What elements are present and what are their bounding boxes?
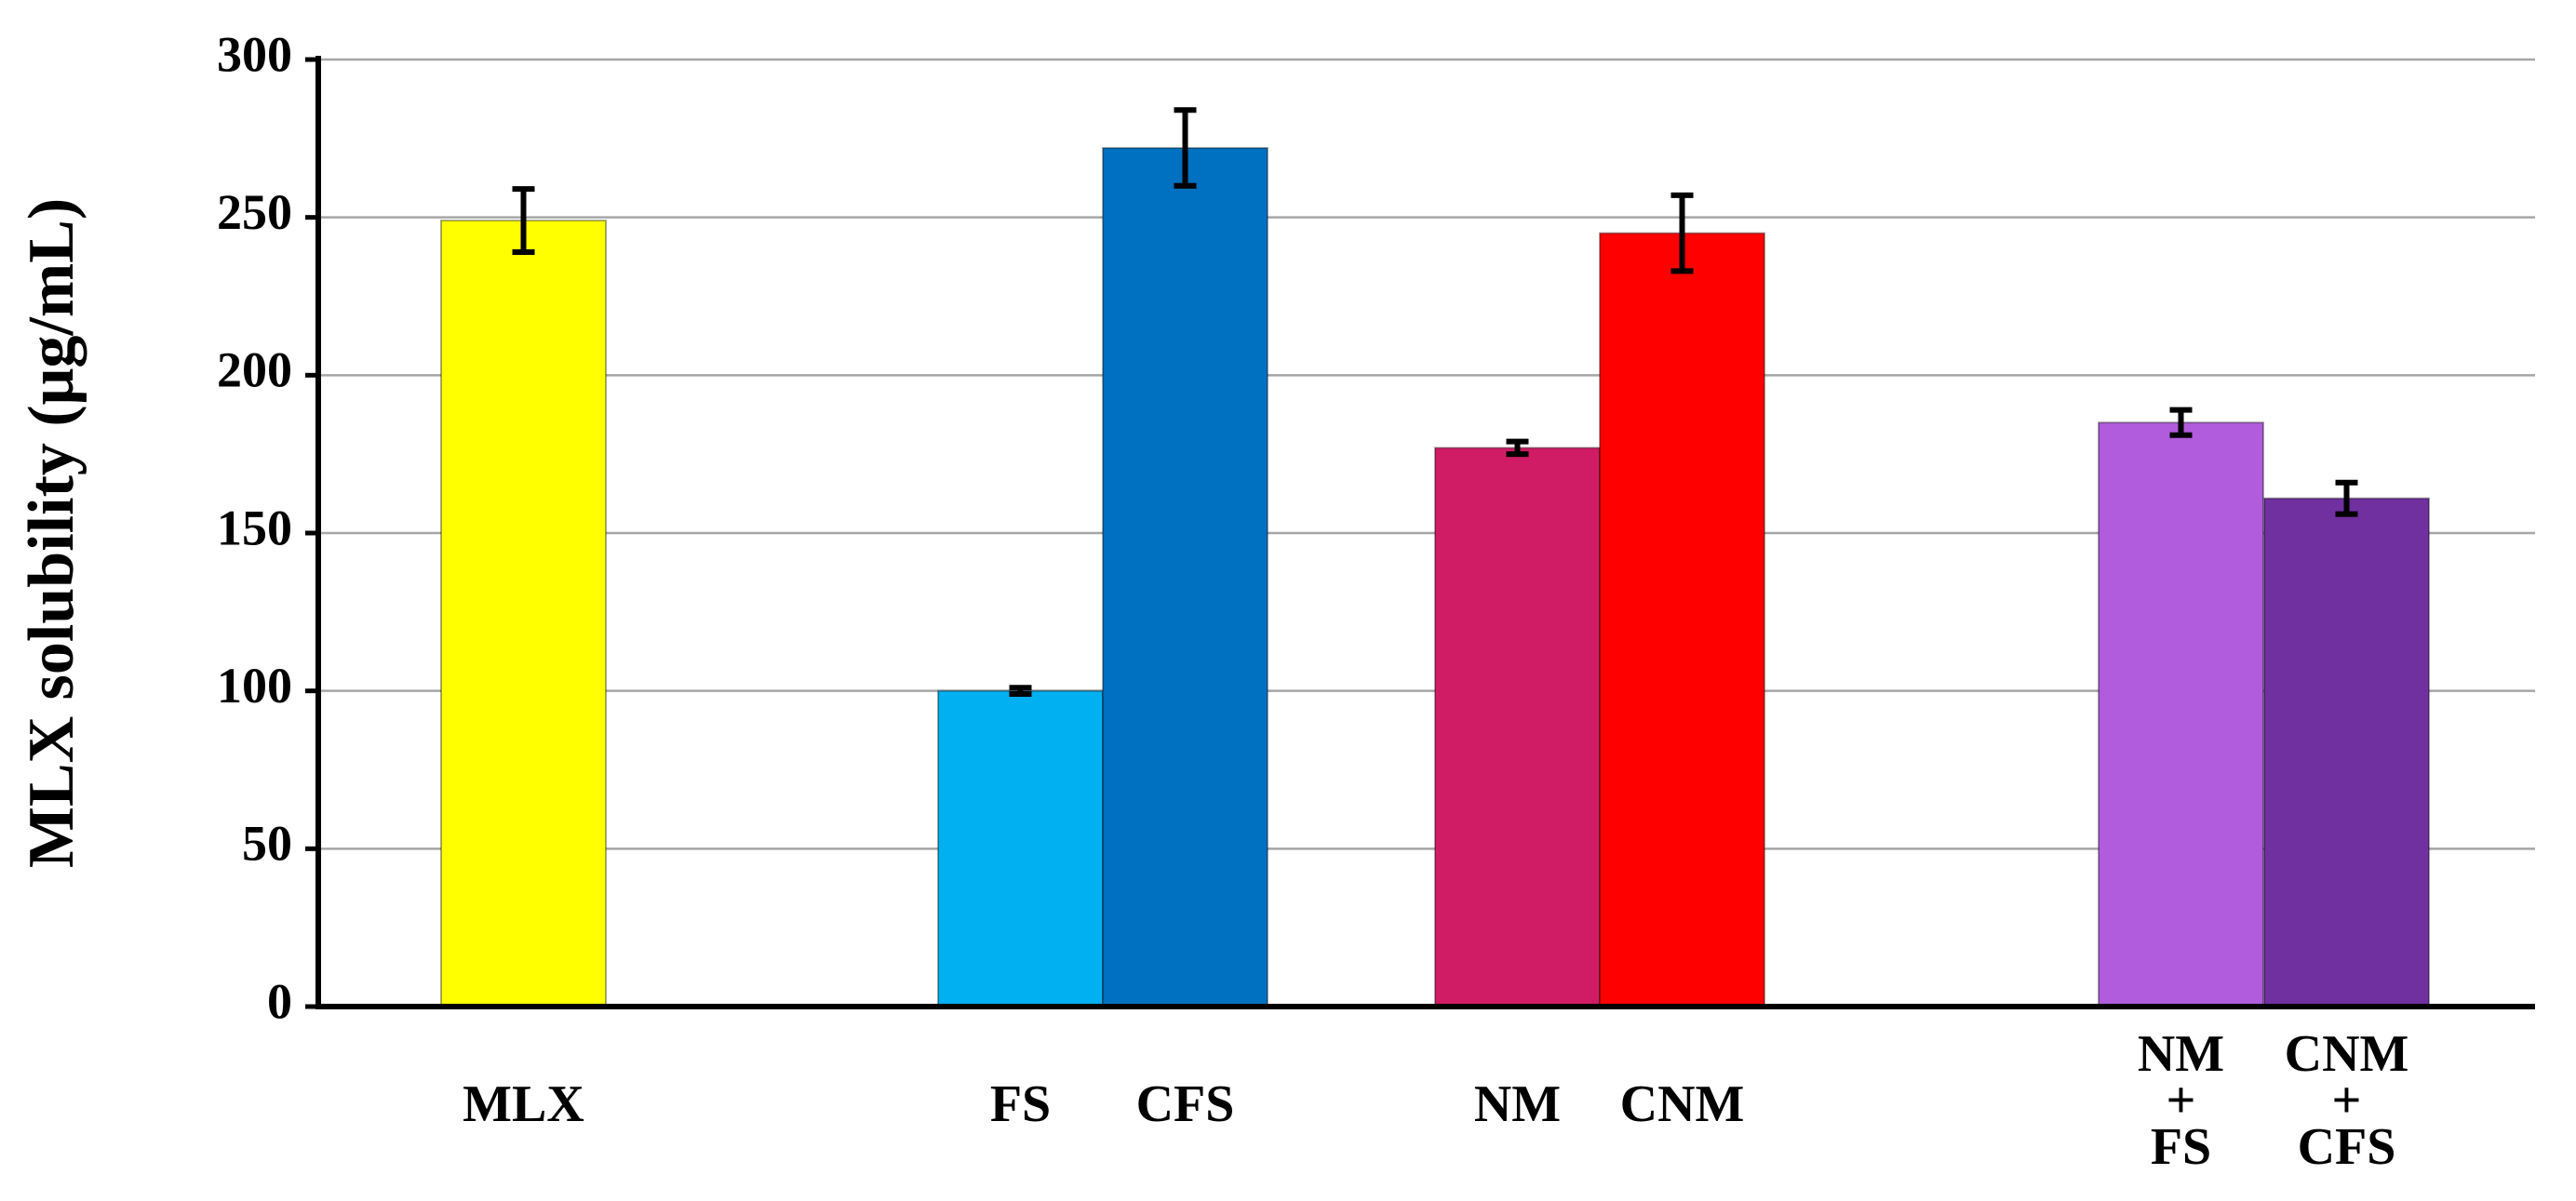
bar (1102, 147, 1268, 1008)
x-tick-label: MLX (463, 1075, 584, 1133)
y-axis-title: MLX solubility (μg/mL) (16, 198, 87, 868)
x-tick-label: FS (989, 1075, 1052, 1133)
x-tick-label: NM (1473, 1075, 1562, 1133)
y-tick-label: 0 (267, 973, 292, 1029)
bar (440, 220, 607, 1008)
y-tick-label: 150 (217, 500, 292, 555)
y-tick-label: 100 (217, 658, 292, 714)
y-tick-label: 300 (217, 26, 292, 82)
bar (1434, 447, 1601, 1008)
x-tick-label: CFS (1135, 1075, 1235, 1133)
y-tick-label: 250 (217, 184, 292, 240)
bar (1599, 232, 1765, 1008)
bar (2098, 421, 2264, 1008)
y-tick-label: 200 (217, 342, 292, 398)
y-tick-label: 50 (242, 816, 292, 872)
bar (2263, 497, 2430, 1008)
x-tick-label: CNM (1619, 1075, 1745, 1133)
x-tick-label: NM + FS (2137, 1025, 2225, 1176)
x-tick-label: CNM + CFS (2284, 1025, 2409, 1176)
bar (937, 689, 1104, 1008)
